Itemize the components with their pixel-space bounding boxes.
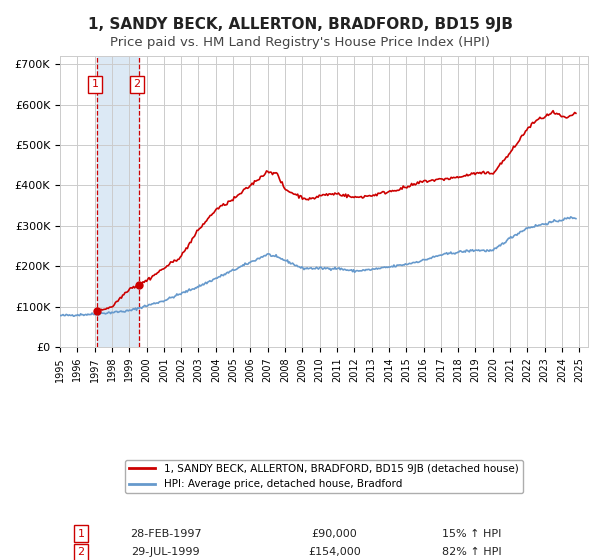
Text: £90,000: £90,000 <box>311 529 358 539</box>
Bar <box>97 56 139 347</box>
Text: 2: 2 <box>77 548 85 558</box>
Text: 1, SANDY BECK, ALLERTON, BRADFORD, BD15 9JB: 1, SANDY BECK, ALLERTON, BRADFORD, BD15 … <box>88 17 512 32</box>
Text: 82% ↑ HPI: 82% ↑ HPI <box>442 548 502 558</box>
Text: Price paid vs. HM Land Registry's House Price Index (HPI): Price paid vs. HM Land Registry's House … <box>110 36 490 49</box>
Text: 1: 1 <box>91 80 98 89</box>
Legend: 1, SANDY BECK, ALLERTON, BRADFORD, BD15 9JB (detached house), HPI: Average price: 1, SANDY BECK, ALLERTON, BRADFORD, BD15 … <box>125 460 523 493</box>
Text: 29-JUL-1999: 29-JUL-1999 <box>131 548 200 558</box>
Text: 15% ↑ HPI: 15% ↑ HPI <box>442 529 502 539</box>
Text: £154,000: £154,000 <box>308 548 361 558</box>
Text: 1: 1 <box>77 529 85 539</box>
Text: 2: 2 <box>133 80 140 89</box>
Text: 28-FEB-1997: 28-FEB-1997 <box>130 529 202 539</box>
